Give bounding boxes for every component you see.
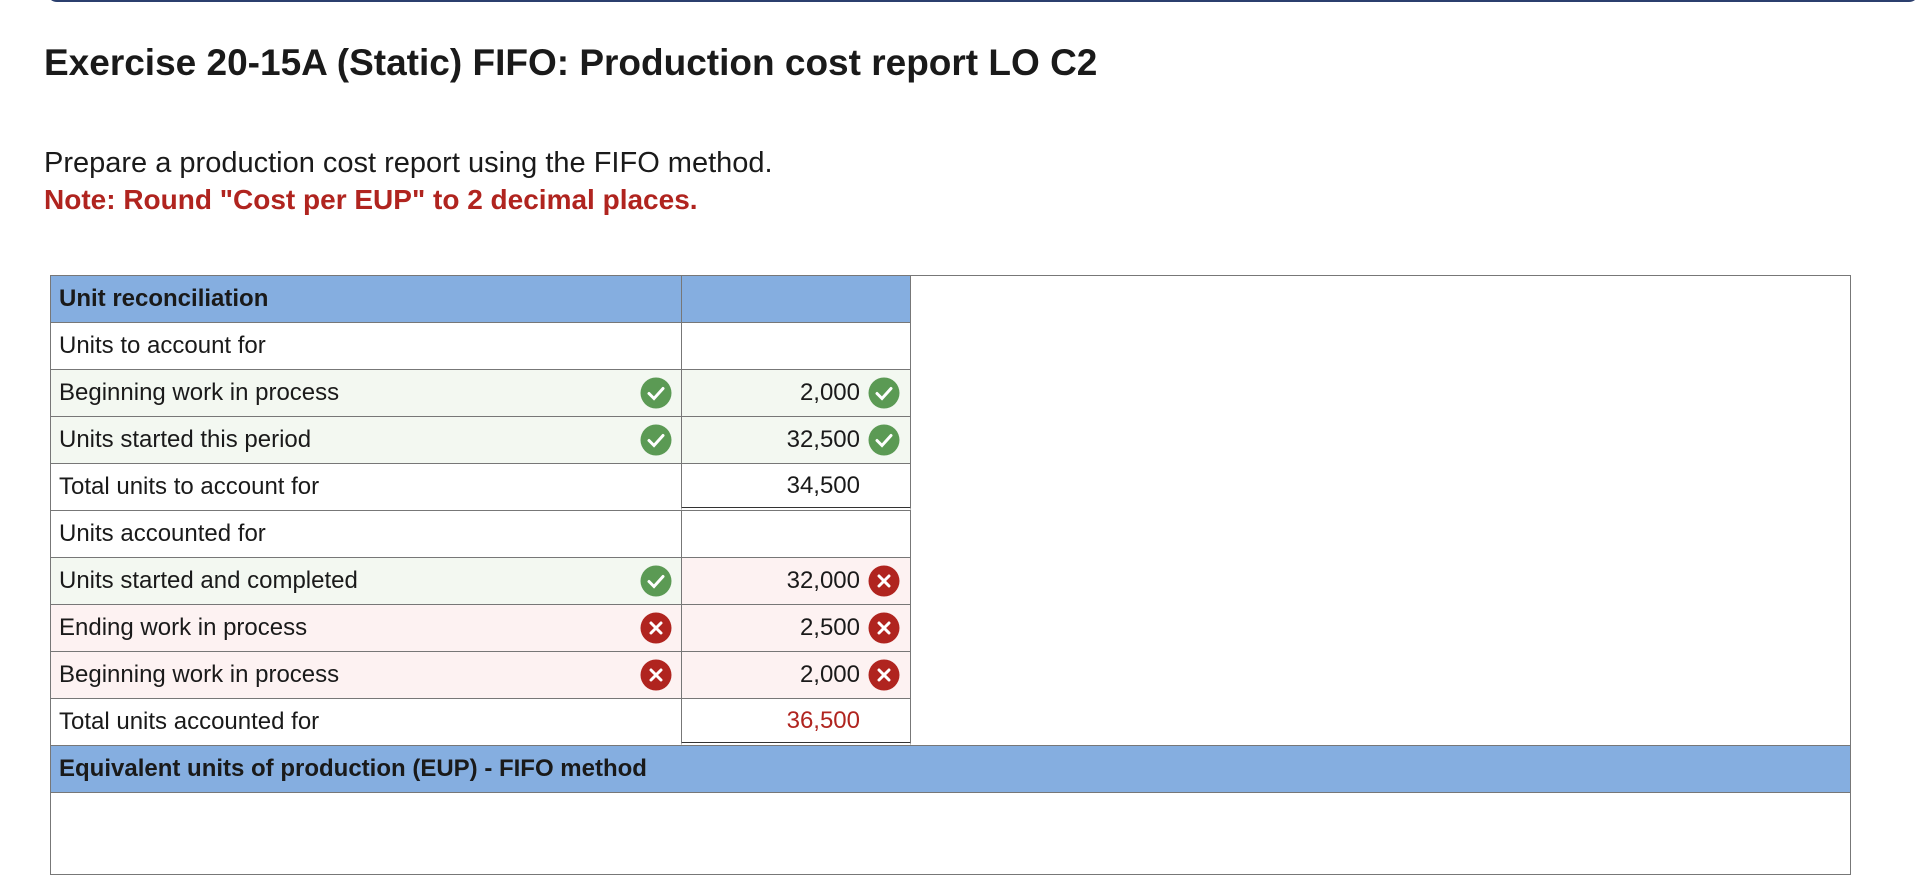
- check-icon: [868, 377, 900, 409]
- exercise-title: Exercise 20-15A (Static) FIFO: Productio…: [44, 42, 1098, 83]
- page: Exercise 20-15A (Static) FIFO: Productio…: [44, 0, 1919, 875]
- value-input[interactable]: [681, 510, 911, 558]
- value-input: [681, 275, 911, 323]
- value-input[interactable]: 32,000: [681, 557, 911, 605]
- value-input[interactable]: 2,500: [681, 604, 911, 652]
- row-label: Beginning work in process: [50, 651, 682, 699]
- check-icon: [640, 424, 672, 456]
- note: Note: Round "Cost per EUP" to 2 decimal …: [44, 184, 698, 215]
- value-input[interactable]: 34,500: [681, 463, 911, 511]
- row-label: Ending work in process: [50, 604, 682, 652]
- row-label: Units started this period: [50, 416, 682, 464]
- row-label: Total units accounted for: [50, 698, 682, 746]
- check-icon: [868, 424, 900, 456]
- section-header: Equivalent units of production (EUP) - F…: [50, 745, 1851, 793]
- cross-icon: [868, 659, 900, 691]
- row-label: Units to account for: [50, 322, 682, 370]
- value-input[interactable]: [681, 322, 911, 370]
- cross-icon: [640, 612, 672, 644]
- value-input[interactable]: 36,500: [681, 698, 911, 746]
- check-icon: [640, 377, 672, 409]
- panel-frame: [47, 0, 1919, 2]
- cross-icon: [868, 612, 900, 644]
- row-label: Beginning work in process: [50, 369, 682, 417]
- row-label: Units accounted for: [50, 510, 682, 558]
- row-label: Total units to account for: [50, 463, 682, 511]
- section-header: Unit reconciliation: [50, 275, 682, 323]
- cross-icon: [868, 565, 900, 597]
- row-label: Units started and completed: [50, 557, 682, 605]
- check-icon: [640, 565, 672, 597]
- instruction: Prepare a production cost report using t…: [44, 147, 773, 179]
- report-table: Unit reconciliation Units to account for B…: [50, 275, 1851, 875]
- cross-icon: [640, 659, 672, 691]
